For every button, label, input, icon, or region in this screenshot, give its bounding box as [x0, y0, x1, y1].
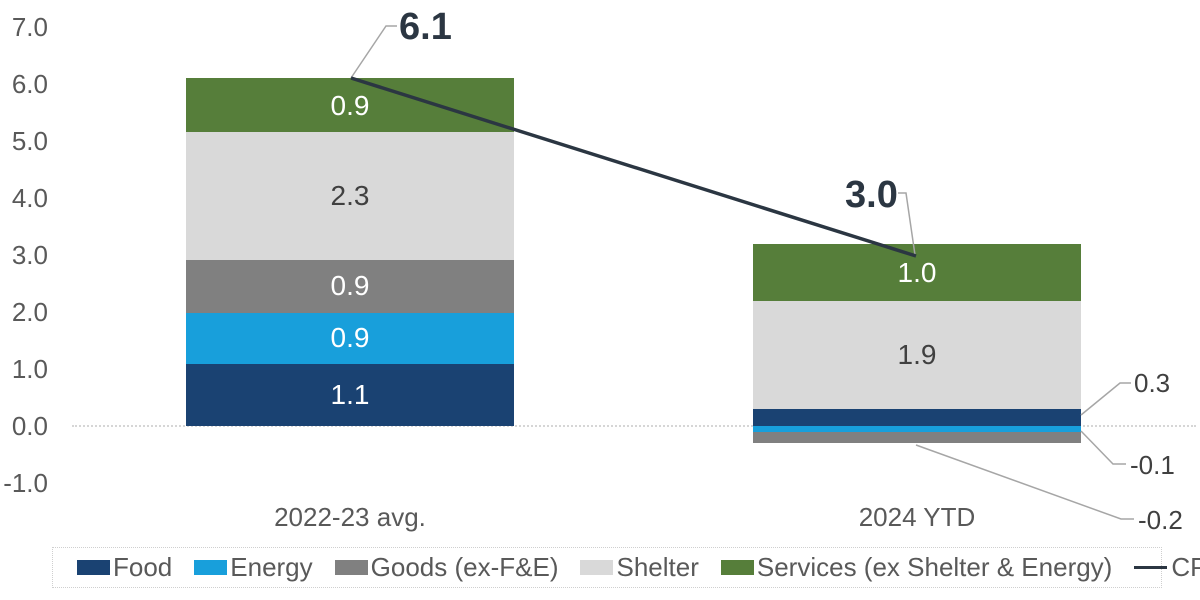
y-tick-5: 5.0	[11, 126, 48, 156]
bar2-segment-goods	[753, 432, 1081, 443]
y-tick-0: 0.0	[11, 411, 48, 441]
shelter-swatch	[580, 560, 614, 575]
zero-gridline	[72, 425, 1196, 427]
bar1-food-value: 1.1	[330, 379, 370, 410]
legend-label-goods: Goods (ex-F&E)	[370, 552, 559, 582]
legend-label-shelter: Shelter	[616, 552, 699, 582]
y-tick-2: 2.0	[11, 297, 48, 327]
services-swatch	[720, 560, 754, 575]
y-tick-6: 6.0	[11, 69, 48, 99]
bar2-segment-shelter	[753, 301, 1081, 409]
bar2-cpi-total-label: 3.0	[845, 174, 898, 216]
legend-item-food: Food	[77, 552, 172, 583]
y-tick-neg1: -1.0	[3, 468, 48, 498]
legend-item-goods: Goods (ex-F&E)	[334, 552, 559, 583]
x-label-2022-23-avg: 2022-23 avg.	[274, 502, 426, 532]
legend-label-cpi: CPI	[1171, 552, 1200, 582]
x-label-2024-ytd: 2024 YTD	[858, 502, 976, 532]
bar2-goods-callout: -0.2	[1138, 505, 1183, 535]
leader-line-neg-0-1	[1080, 430, 1126, 465]
bar1-energy-value: 0.9	[330, 322, 370, 353]
legend-label-energy: Energy	[230, 552, 313, 582]
bar2-segment-energy	[753, 426, 1081, 432]
y-tick-3: 3.0	[11, 240, 48, 270]
legend-item-cpi: CPI	[1134, 552, 1200, 583]
food-swatch	[77, 560, 110, 575]
bar2-services-value: 1.0	[897, 257, 937, 288]
bar1-shelter-value: 2.3	[330, 180, 370, 211]
y-tick-1: 1.0	[11, 354, 48, 384]
legend: Food Energy Goods (ex-F&E) Shelter Servi…	[52, 547, 1200, 588]
bar2-food-callout: 0.3	[1134, 368, 1171, 398]
bar1-segment-goods	[186, 260, 514, 313]
bar2-energy-callout: -0.1	[1130, 450, 1175, 480]
goods-swatch	[334, 560, 368, 575]
legend-label-food: Food	[113, 552, 173, 582]
bar1-goods-value: 0.9	[330, 270, 370, 301]
bar1-services-value: 0.9	[330, 90, 370, 121]
leader-line-0-3	[1080, 382, 1131, 416]
bar2-segment-food	[753, 409, 1081, 426]
legend-item-shelter: Shelter	[580, 552, 699, 583]
leader-line-6-1	[350, 25, 397, 79]
bar2-shelter-value: 1.9	[897, 339, 937, 370]
legend-label-services: Services (ex Shelter & Energy)	[756, 552, 1113, 582]
y-tick-7: 7.0	[11, 12, 48, 42]
legend-item-energy: Energy	[194, 552, 313, 583]
bar1-segment-food	[186, 364, 514, 426]
cpi-line-swatch	[1134, 566, 1168, 569]
bar1-cpi-total-label: 6.1	[399, 6, 452, 48]
y-tick-4: 4.0	[11, 183, 48, 213]
energy-swatch	[194, 560, 228, 575]
bar1-segment-energy	[186, 313, 514, 364]
legend-item-services: Services (ex Shelter & Energy)	[720, 552, 1113, 583]
